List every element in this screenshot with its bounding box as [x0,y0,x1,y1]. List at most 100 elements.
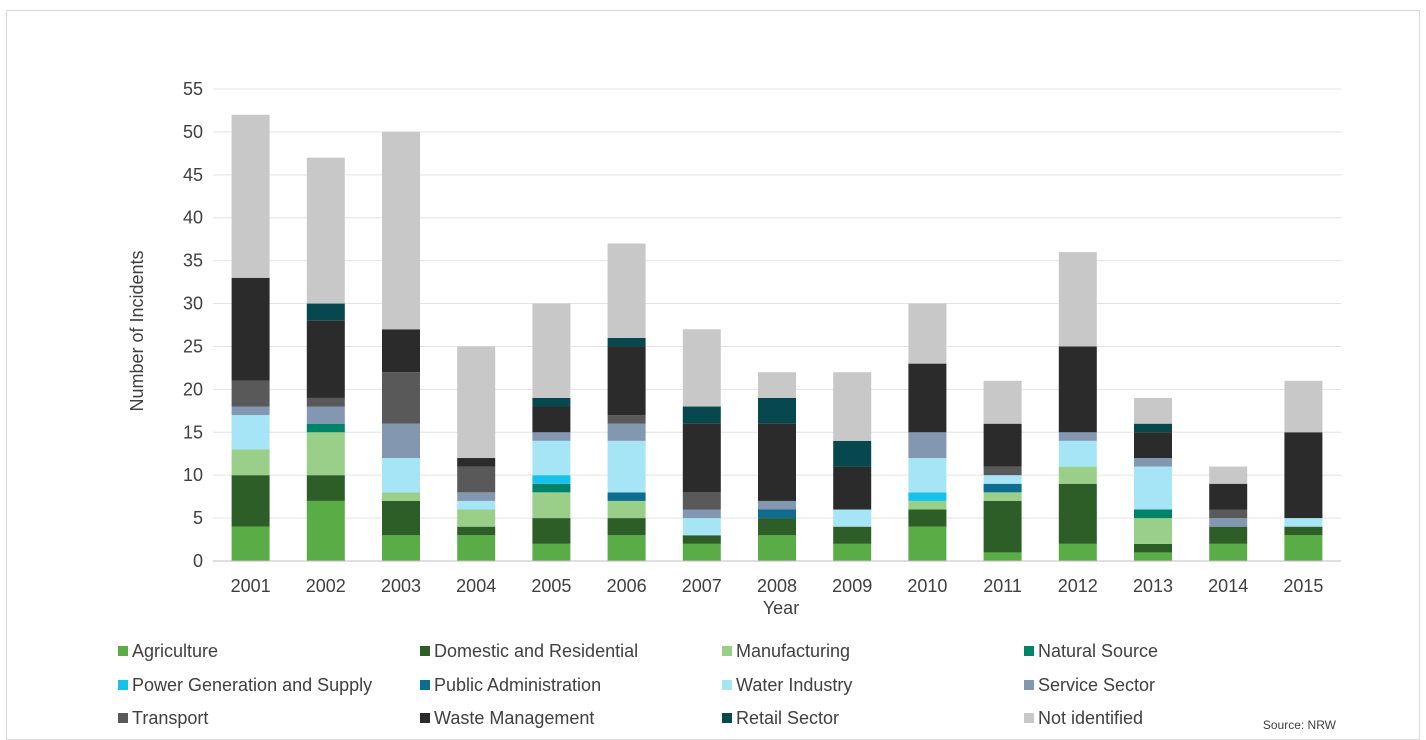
y-tick-label: 5 [193,508,203,528]
bar-segment [1134,432,1172,459]
y-tick-label: 55 [183,79,203,99]
bar-segment [457,509,496,527]
bar-segment [457,492,496,501]
bar-segment [983,380,1022,424]
legend-item: Service Sector [1024,675,1155,695]
bar-segment [532,406,571,433]
legend-item: Domestic and Residential [420,641,638,661]
bar-segment [1209,483,1248,510]
bar-segment [758,518,796,536]
legend-swatch [1024,680,1034,690]
bar-segment [607,337,646,347]
legend-swatch [420,713,430,723]
bar-segment [306,397,345,407]
bar-segment [1284,526,1323,536]
bar-segment [1134,543,1172,553]
bar-segment [682,518,721,536]
y-tick-label: 20 [183,379,203,399]
bar-segment [607,243,646,338]
bar-segment [231,380,270,407]
bar-segment [682,406,721,424]
x-tick-labels: 2001 2002 2003 2004 2005 2006 2007 2008 2009 2010… [231,576,1324,596]
legend-item: Power Generation and Supply [118,675,372,695]
x-tick-label: 2012 [1058,576,1098,596]
bar-segment [833,543,872,561]
bar-segment [1134,552,1172,561]
x-tick-label: 2005 [531,576,571,596]
bar-segment [607,440,646,493]
x-tick-label: 2006 [607,576,647,596]
legend-label: Not identified [1038,708,1143,728]
legend-item: Agriculture [118,641,218,661]
bar-segment [1209,526,1248,544]
x-tick-label: 2010 [907,576,947,596]
bar-segment [306,320,345,398]
bar-segment [457,526,496,536]
bar-segment [983,492,1022,501]
bar-segment [908,492,947,501]
bar-segment [532,432,571,441]
legend-item: Transport [118,708,208,728]
bar-segment [532,303,571,398]
bar-segment [306,157,345,304]
bar-segment [231,526,270,561]
y-tick-label: 50 [183,122,203,142]
bar-segment [457,466,496,493]
legend-label: Water Industry [736,675,852,695]
bar-segment [682,509,721,519]
bar-segment [1209,543,1248,561]
bar-segment [682,535,721,544]
y-axis-title: Number of Incidents [127,250,147,411]
bar-segment [682,423,721,493]
bar-segment [231,406,270,416]
bar-segment [833,372,872,441]
bar-segment [908,363,947,433]
bar-segment [532,440,571,476]
bar-segment [382,131,420,330]
bar-segment [983,466,1022,476]
bar-segment [1134,423,1172,433]
bar-segment [457,500,496,510]
legend-swatch [118,646,128,656]
legend-item: Water Industry [722,675,852,695]
legend-swatch [420,646,430,656]
legend-swatch [722,680,732,690]
legend-swatch [722,646,732,656]
y-tick-label: 40 [183,208,203,228]
bar-segment [1058,346,1097,433]
bar-segment [1134,518,1172,544]
bar-segment [532,397,571,407]
legend-swatch [1024,713,1034,723]
legend-swatch [420,680,430,690]
bar-segment [758,423,796,501]
bar-segment [758,500,796,510]
bar-segment [908,303,947,364]
x-axis-title: Year [763,598,799,618]
bar-segment [607,500,646,519]
bar-segment [532,475,571,484]
x-tick-label: 2008 [757,576,797,596]
bar-segment [382,500,420,536]
bar-segment [607,423,646,441]
bar-segment [908,526,947,561]
x-tick-label: 2011 [983,576,1022,596]
y-tick-label: 25 [183,336,203,356]
bar-segment [908,509,947,527]
bar-segment [1134,466,1172,510]
bar-segment [1058,252,1097,347]
bar-segment [457,535,496,561]
bar-segment [682,543,721,561]
y-tick-label: 45 [183,165,203,185]
bar-segment [607,535,646,561]
bar-segment [833,526,872,544]
legend: Agriculture Domestic and Residential Manuf… [118,641,1158,728]
legend-item: Not identified [1024,708,1143,728]
bar-segment [1058,483,1097,544]
bar-segment [833,466,872,510]
legend-label: Retail Sector [736,708,839,728]
y-tick-labels: 0 5 10 15 20 25 30 35 40 45 50 55 [183,79,203,571]
bar-segment [1058,440,1097,467]
bar-segment [382,423,420,459]
legend-label: Natural Source [1038,641,1158,661]
bar-segment [1058,543,1097,561]
